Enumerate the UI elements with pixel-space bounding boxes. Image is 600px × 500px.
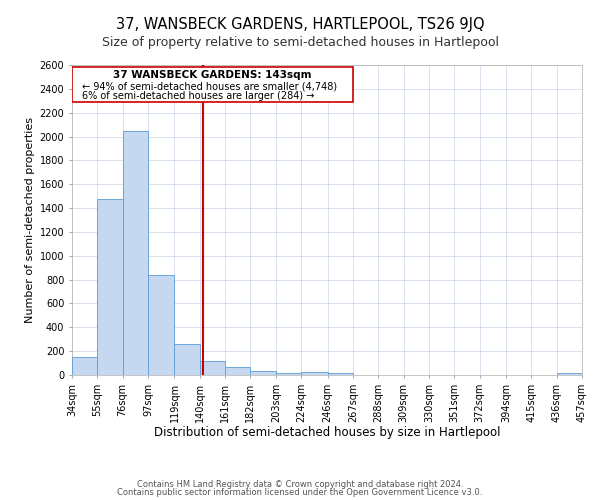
Bar <box>301 372 328 375</box>
Bar <box>97 198 122 375</box>
Text: Size of property relative to semi-detached houses in Hartlepool: Size of property relative to semi-detach… <box>101 36 499 49</box>
Bar <box>225 367 250 375</box>
Bar <box>72 68 353 102</box>
Text: Contains HM Land Registry data © Crown copyright and database right 2024.: Contains HM Land Registry data © Crown c… <box>137 480 463 489</box>
Text: Contains public sector information licensed under the Open Government Licence v3: Contains public sector information licen… <box>118 488 482 497</box>
Text: ← 94% of semi-detached houses are smaller (4,748): ← 94% of semi-detached houses are smalle… <box>82 82 337 92</box>
Bar <box>72 357 97 375</box>
Y-axis label: Number of semi-detached properties: Number of semi-detached properties <box>25 117 35 323</box>
Bar <box>148 275 175 375</box>
Bar <box>276 372 301 375</box>
Bar <box>175 344 200 375</box>
Text: 6% of semi-detached houses are larger (284) →: 6% of semi-detached houses are larger (2… <box>82 90 314 101</box>
Bar <box>200 360 225 375</box>
Text: 37, WANSBECK GARDENS, HARTLEPOOL, TS26 9JQ: 37, WANSBECK GARDENS, HARTLEPOOL, TS26 9… <box>116 18 484 32</box>
X-axis label: Distribution of semi-detached houses by size in Hartlepool: Distribution of semi-detached houses by … <box>154 426 500 439</box>
Bar <box>328 372 353 375</box>
Bar <box>122 130 148 375</box>
Bar <box>557 372 582 375</box>
Text: 37 WANSBECK GARDENS: 143sqm: 37 WANSBECK GARDENS: 143sqm <box>113 70 312 80</box>
Bar <box>250 371 276 375</box>
